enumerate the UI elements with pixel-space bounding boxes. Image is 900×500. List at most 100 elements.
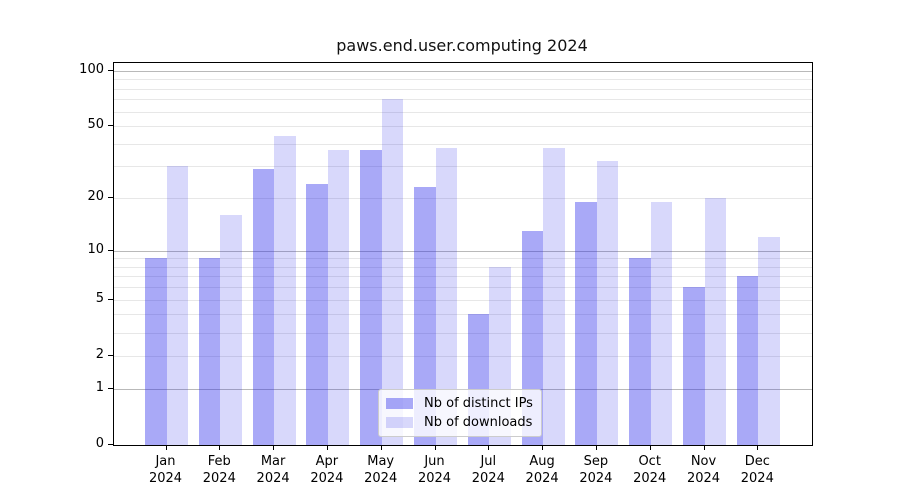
x-tick-year: 2024 (148, 471, 183, 486)
bar-ips-sep (575, 202, 597, 445)
x-tick-label-nov: Nov 2024 (672, 453, 736, 487)
x-tick-month: Jan (155, 454, 176, 469)
x-tick-dec (757, 445, 759, 450)
x-tick-label-sep: Sep 2024 (564, 453, 628, 487)
gridline-minor-6 (114, 287, 812, 289)
x-tick-month: May (367, 454, 395, 469)
x-tick-label-jul: Jul 2024 (456, 453, 520, 487)
gridline-minor-30 (114, 166, 812, 168)
gridline-minor-2 (114, 355, 812, 357)
x-tick-aug (542, 445, 544, 450)
bar-downloads-mar (274, 136, 296, 445)
y-tick-label-50: 50 (87, 117, 104, 133)
gridline-major-10 (114, 250, 812, 252)
x-tick-month: Nov (690, 454, 717, 469)
gridline-minor-9 (114, 258, 812, 260)
x-tick-label-apr: Apr 2024 (295, 453, 359, 487)
x-tick-year: 2024 (740, 471, 774, 486)
x-tick-year: 2024 (579, 471, 613, 486)
x-tick-year: 2024 (686, 471, 721, 486)
gridline-minor-7 (114, 276, 812, 278)
y-tick-100 (108, 69, 113, 71)
bar-downloads-dec (758, 236, 780, 445)
y-tick-10 (108, 249, 113, 251)
x-tick-label-mar: Mar 2024 (241, 453, 305, 487)
x-tick-label-dec: Dec 2024 (725, 453, 789, 487)
y-tick-5 (108, 298, 113, 300)
x-tick-month: Jun (424, 454, 445, 469)
bar-ips-feb (198, 258, 221, 445)
x-tick-feb (219, 445, 221, 450)
y-tick-label-0: 0 (95, 436, 104, 451)
x-tick-year: 2024 (256, 471, 290, 486)
x-tick-month: Oct (638, 454, 661, 469)
bar-downloads-aug (543, 147, 565, 445)
bar-downloads-feb (220, 215, 242, 445)
x-tick-year: 2024 (310, 471, 344, 486)
bar-ips-jan (145, 258, 167, 445)
bar-downloads-jan (166, 166, 188, 445)
bar-ips-jun (414, 187, 436, 445)
gridline-minor-40 (114, 143, 812, 145)
x-tick-label-oct: Oct 2024 (618, 453, 682, 487)
bar-downloads-jun (435, 147, 457, 445)
gridline-minor-8 (114, 266, 812, 268)
bar-downloads-apr (327, 149, 350, 445)
x-tick-year: 2024 (202, 471, 236, 486)
bar-ips-dec (736, 276, 759, 445)
y-tick-label-2: 2 (95, 346, 104, 362)
x-tick-label-feb: Feb 2024 (187, 453, 251, 487)
chart-title: paws.end.user.computing 2024 (336, 36, 588, 55)
x-tick-oct (649, 445, 651, 450)
legend-label-downloads: Nb of downloads (424, 415, 533, 430)
x-tick-label-jun: Jun 2024 (403, 453, 467, 487)
x-tick-month: Sep (583, 454, 609, 469)
legend-row-downloads: Nb of downloads (386, 415, 541, 430)
bar-ips-oct (629, 258, 651, 445)
gridline-minor-80 (114, 88, 812, 90)
bar-ips-apr (306, 183, 328, 445)
y-tick-label-1: 1 (95, 379, 104, 395)
x-tick-label-may: May 2024 (349, 453, 413, 487)
legend-label-distinct-ips: Nb of distinct IPs (424, 396, 533, 411)
bar-ips-may (360, 149, 382, 445)
x-tick-mar (273, 445, 275, 450)
y-tick-label-20: 20 (87, 189, 104, 205)
gridline-minor-90 (114, 79, 812, 81)
y-tick-50 (108, 125, 113, 127)
x-tick-month: Aug (529, 454, 555, 469)
gridline-minor-60 (114, 111, 812, 113)
x-tick-label-jan: Jan 2024 (134, 453, 198, 487)
x-tick-year: 2024 (633, 471, 667, 486)
plot-area (113, 62, 813, 446)
gridline-minor-20 (114, 198, 812, 200)
x-tick-sep (595, 445, 597, 450)
y-tick-0 (108, 444, 113, 445)
x-tick-jan (165, 445, 167, 450)
gridline-major-100 (114, 70, 812, 72)
bar-downloads-may (381, 99, 404, 445)
legend: Nb of distinct IPs Nb of downloads (378, 389, 542, 437)
legend-row-distinct-ips: Nb of distinct IPs (386, 396, 541, 411)
x-tick-year: 2024 (525, 471, 559, 486)
x-tick-year: 2024 (471, 471, 505, 486)
gridline-minor-50 (114, 126, 812, 128)
x-tick-month: Mar (260, 454, 286, 469)
x-tick-jun (434, 445, 436, 450)
x-tick-nov (703, 445, 705, 450)
x-tick-year: 2024 (417, 471, 452, 486)
x-tick-year: 2024 (364, 471, 398, 486)
y-tick-1 (108, 387, 113, 389)
bar-downloads-nov (704, 198, 726, 445)
legend-swatch-distinct-ips (386, 398, 413, 409)
x-tick-month: Dec (744, 454, 770, 469)
x-tick-jul (488, 445, 490, 450)
gridline-minor-3 (114, 332, 812, 334)
bar-ips-nov (683, 287, 705, 445)
x-tick-label-aug: Aug 2024 (510, 453, 574, 487)
y-tick-label-5: 5 (95, 290, 104, 306)
bar-downloads-oct (650, 202, 673, 445)
y-tick-2 (108, 354, 113, 356)
gridline-minor-5 (114, 299, 812, 301)
